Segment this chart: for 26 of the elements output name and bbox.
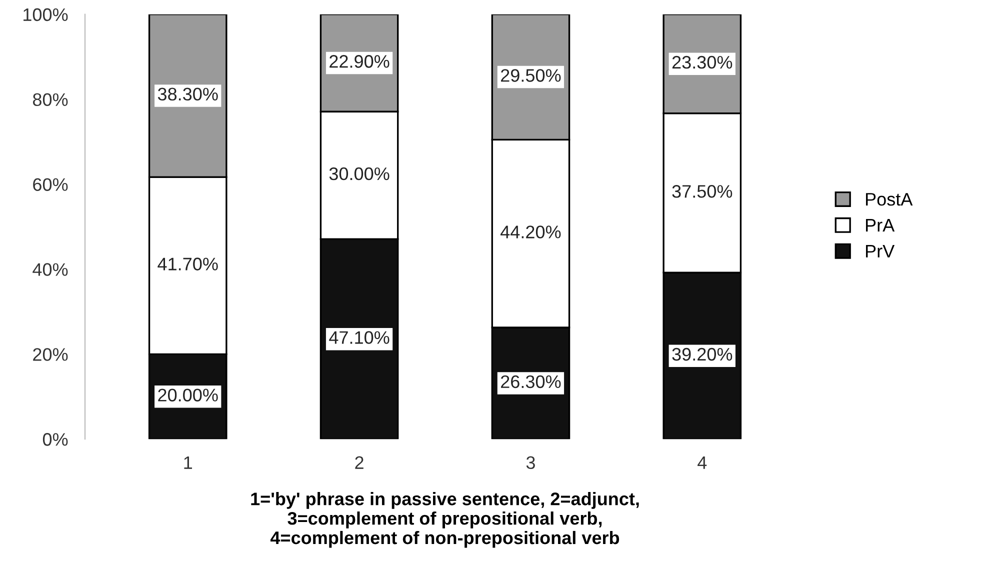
legend-label: PrA	[866, 219, 895, 232]
y-tick-label: 100%	[24, 8, 68, 22]
x-axis-title: 1='by' phrase in passive sentence, 2=adjunct, 3=complement of prepositional verb, 4=complement of non-prepositional verb	[251, 492, 639, 548]
legend-label: PrV	[866, 244, 895, 258]
data-label: 37.50%	[672, 185, 732, 198]
x-tick-label: 3	[526, 456, 535, 470]
data-label: 30.00%	[329, 167, 390, 180]
data-label: 41.70%	[158, 258, 218, 270]
y-tick-label: 40%	[32, 263, 68, 276]
y-tick-label: 80%	[32, 93, 68, 106]
legend-label: PostA	[866, 193, 913, 206]
data-label: 22.90%	[330, 55, 390, 68]
y-tick-label: 20%	[33, 348, 68, 361]
data-label: 20.00%	[158, 388, 218, 402]
y-tick-label: 60%	[33, 178, 68, 191]
y-tick-label: 0%	[42, 433, 68, 446]
x-tick-label: 1	[184, 456, 192, 469]
data-label: 26.30%	[501, 375, 561, 388]
data-label: 29.50%	[501, 69, 561, 82]
data-label: 44.20%	[500, 226, 561, 238]
x-tick-label: 2	[355, 456, 364, 469]
x-tick-label: 4	[698, 456, 707, 469]
data-label: 39.20%	[672, 348, 732, 361]
data-label: 47.10%	[329, 331, 390, 344]
data-label: 38.30%	[158, 88, 218, 101]
data-label: 23.30%	[672, 56, 732, 69]
